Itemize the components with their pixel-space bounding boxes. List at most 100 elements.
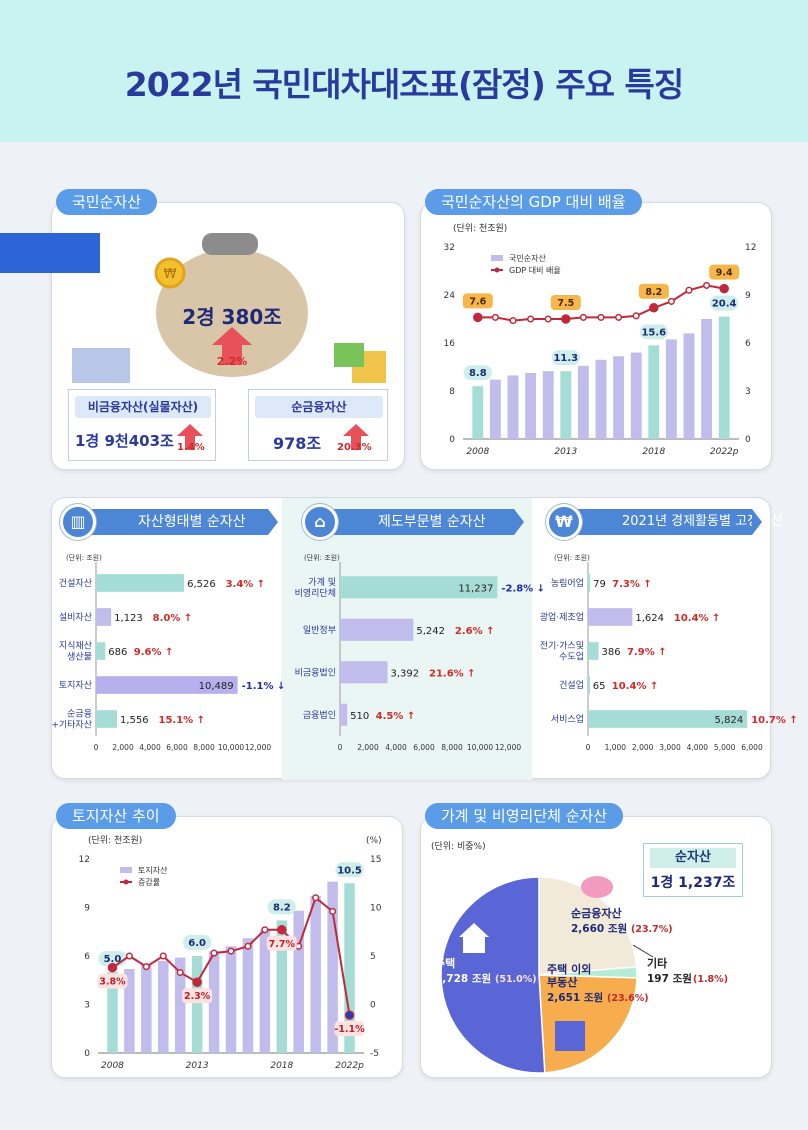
- land-title: 토지자산 추이: [56, 803, 176, 829]
- x-tick-label: 2,000: [632, 743, 654, 752]
- category-label: 광업·제조업: [540, 611, 584, 623]
- y2-tick-label: 15: [370, 855, 381, 865]
- bar-label: 10.5: [337, 865, 362, 876]
- bar-2010: [141, 964, 152, 1053]
- legend-line-dot: [123, 879, 129, 885]
- bar-label-bg: [710, 295, 739, 311]
- legend-line-label: 증감률: [138, 877, 160, 887]
- pie-label-name: 주택 이외: [547, 962, 591, 976]
- category-label: 토지자산: [59, 680, 92, 691]
- bar-2020: [683, 333, 695, 439]
- bar-2015: [225, 946, 237, 1053]
- bar-label: 8.8: [469, 368, 487, 379]
- pie-label-pct: (1.8%): [693, 974, 728, 985]
- line-point-2020: [312, 894, 320, 902]
- bar-2014: [208, 951, 220, 1053]
- household-pie-chart: 순금융자산 2,660 조원 (23.7%) 기타 197 조원 (1.8%) 주택 이외부…: [435, 876, 728, 1074]
- bar-2017: [259, 930, 271, 1053]
- household-total-card: 순자산 1경 1,237조: [643, 843, 743, 897]
- line-point-2014: [210, 949, 218, 957]
- category-label: 비금융법인: [295, 667, 336, 678]
- line-label-bg: [638, 283, 669, 299]
- bar-2013: [560, 371, 572, 439]
- y2-tick-label: 3: [745, 387, 751, 397]
- line-label: 7.5: [557, 298, 574, 309]
- y-tick-label: 9: [84, 904, 90, 914]
- category-label: 건설업: [559, 680, 584, 691]
- x-tick-label: 6,000: [413, 743, 435, 752]
- bar-1: [340, 618, 414, 641]
- category-label: 금융법인: [303, 710, 336, 721]
- land-panel: 토지자산 추이 (단위: 천조원) (%) 0 3 6 9 12 -5 0 5 10 15 5.0 6.0…: [51, 803, 403, 1078]
- x-tick-label: 1,000: [605, 743, 627, 752]
- bar-2: [588, 642, 599, 660]
- x-tick-label: 4,000: [687, 743, 709, 752]
- y2-tick-label: 5: [370, 952, 376, 962]
- bar-2016: [242, 938, 254, 1053]
- bar-2016: [613, 356, 625, 439]
- bar-growth: 21.6% ↑: [429, 668, 476, 679]
- line-point-2020: [685, 286, 693, 294]
- institution-icon: ⌂: [302, 504, 338, 540]
- chart-unit: (단위: 조원): [554, 553, 590, 562]
- line-point-2010: [509, 317, 517, 325]
- legend-bar-label: 토지자산: [138, 865, 168, 875]
- bar-1: [588, 608, 633, 626]
- pie-label-value: 197 조원: [647, 972, 692, 985]
- svg-text:₩: ₩: [164, 267, 177, 282]
- x-tick-label: 2,000: [357, 743, 379, 752]
- office-building-icon: [555, 1021, 585, 1051]
- bar-2020: [310, 896, 321, 1053]
- x-tick-label: 8,000: [193, 743, 215, 752]
- y-tick-label: 0: [84, 1049, 90, 1059]
- bar-4: [588, 710, 748, 728]
- line-point-2009: [491, 313, 499, 321]
- nonfin-growth: 1.4%: [177, 442, 205, 453]
- x-tick-label: 0: [586, 743, 591, 752]
- nonfin-up-arrow-icon: [177, 424, 203, 450]
- house-icon: [463, 935, 485, 953]
- chart-unit: (단위: 천조원): [453, 223, 507, 234]
- bar-0: [340, 576, 498, 599]
- bar-growth: 7.3% ↑: [612, 579, 652, 590]
- line-point-2018: [649, 303, 659, 313]
- bar-value: 10,489: [199, 681, 234, 692]
- pie-label-pct: (23.7%): [631, 924, 673, 935]
- x-tick-label: 10,000: [218, 743, 244, 752]
- bar-value: 386: [602, 647, 621, 658]
- pie-label-name: 기타: [647, 956, 668, 970]
- pie-label-value: 5,728 조원: [435, 972, 491, 985]
- x-tick-label: 2008: [466, 447, 489, 457]
- bar-label: 8.2: [273, 902, 291, 913]
- line-label: 9.4: [716, 268, 733, 279]
- bar-2009: [489, 379, 501, 439]
- legend-bar-label: 국민순자산: [509, 253, 546, 263]
- category-label: 설비자산: [59, 612, 92, 623]
- bar-label-bg: [639, 324, 668, 340]
- bar-2017: [630, 352, 642, 439]
- line-label-bg: [709, 264, 740, 280]
- bar-0: [588, 574, 591, 592]
- bar-label: 6.0: [188, 938, 206, 949]
- line-point-2017: [261, 926, 269, 934]
- bar-value: 5,242: [416, 626, 445, 637]
- line-point-2016: [615, 313, 623, 321]
- bar-label: 20.4: [712, 299, 737, 310]
- bar-growth: 4.5% ↑: [376, 711, 416, 722]
- x-tick-label: 12,000: [245, 743, 271, 752]
- line-point-2015: [597, 313, 605, 321]
- household-total-label: 순자산: [650, 848, 736, 868]
- x-tick-label: 2022p: [335, 1061, 364, 1071]
- x-tick-label: 2018: [642, 447, 665, 457]
- land-chart: (단위: 천조원) (%) 0 3 6 9 12 -5 0 5 10 15 5.0 6.0 8.2 10.5 3…: [79, 835, 382, 1071]
- bar-3: [340, 703, 348, 726]
- chart-unit: (단위: 조원): [304, 553, 340, 562]
- line-point-2022p: [719, 283, 729, 294]
- x-tick-label: 5,000: [714, 743, 736, 752]
- bar-2019: [665, 339, 677, 439]
- bar-label: 11.3: [553, 353, 578, 364]
- pie-label-name: 부동산: [547, 975, 577, 989]
- bar-label-bg: [463, 365, 492, 381]
- page-title: 2022년 국민대차대조표(잠정) 주요 특징: [124, 65, 685, 104]
- bar-growth: -2.8% ↓: [501, 583, 545, 594]
